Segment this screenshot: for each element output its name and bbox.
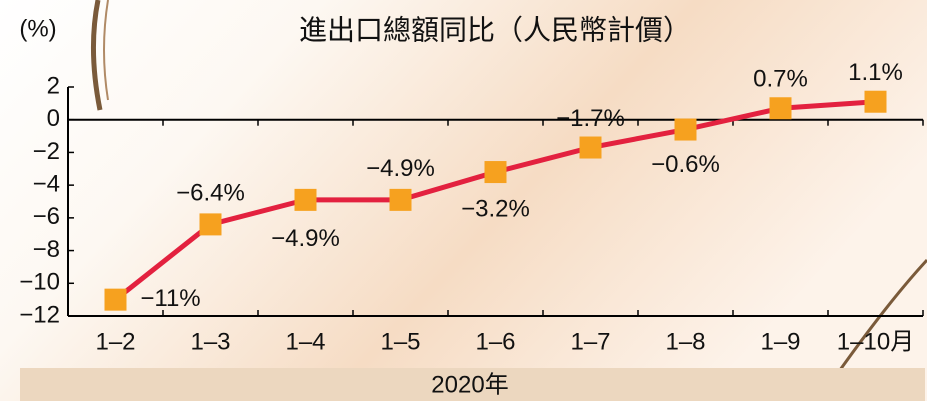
x-tick-label: 1–8	[665, 328, 705, 355]
data-label: −1.7%	[556, 105, 625, 132]
y-axis-label: (%)	[19, 15, 56, 42]
marker	[200, 213, 222, 235]
y-tick-label: −10	[19, 269, 60, 296]
chart: (%) 進出口總額同比（人民幣計價） 2020年 −12 −10 −8 −6 −4 −2 0…	[0, 0, 927, 401]
marker	[580, 137, 602, 159]
y-tick-label: −8	[33, 236, 60, 263]
data-label: 0.7%	[753, 66, 808, 93]
x-tick-label: 1–10月	[837, 328, 914, 355]
y-tick-label: 0	[47, 105, 60, 132]
chart-title: 進出口總額同比（人民幣計價）	[299, 14, 691, 45]
x-tick-label: 1–7	[570, 328, 610, 355]
y-tick-label: −6	[33, 203, 60, 230]
marker	[770, 97, 792, 119]
x-tick-label: 1–3	[190, 328, 230, 355]
y-tick-label: −4	[33, 170, 60, 197]
x-tick-label: 1–2	[95, 328, 135, 355]
marker	[105, 289, 127, 311]
y-tick-label: 2	[47, 72, 60, 99]
marker	[865, 91, 887, 113]
data-label: 1.1%	[848, 59, 903, 86]
marker	[675, 119, 697, 141]
marker	[390, 189, 412, 211]
data-label: −11%	[140, 285, 200, 312]
data-label: −4.9%	[271, 225, 340, 252]
data-label: −0.6%	[651, 151, 720, 178]
y-tick-label: −12	[19, 301, 60, 328]
x-tick-label: 1–6	[475, 328, 515, 355]
x-axis-label: 2020年	[431, 371, 508, 398]
x-tick-label: 1–4	[285, 328, 325, 355]
data-label: −6.4%	[176, 180, 245, 207]
data-label: −4.9%	[366, 155, 435, 182]
x-tick-label: 1–9	[760, 328, 800, 355]
x-tick-label: 1–5	[380, 328, 420, 355]
marker	[485, 161, 507, 183]
marker	[295, 189, 317, 211]
data-label: −3.2%	[461, 195, 530, 222]
y-tick-label: −2	[33, 138, 60, 165]
